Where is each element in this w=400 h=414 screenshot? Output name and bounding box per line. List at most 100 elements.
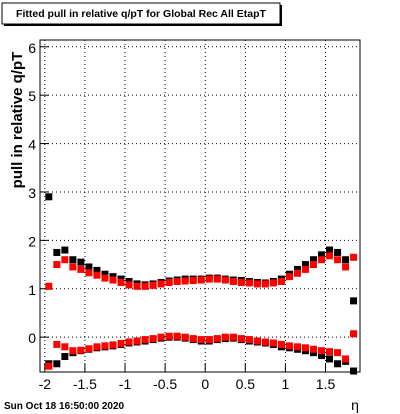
marker — [334, 248, 342, 256]
marker — [61, 246, 69, 254]
marker — [149, 335, 157, 343]
marker — [45, 282, 53, 290]
x-tick-label: -1 — [119, 376, 132, 392]
marker — [293, 269, 301, 277]
marker — [61, 343, 69, 351]
marker — [326, 355, 334, 363]
marker — [165, 278, 173, 286]
marker — [181, 277, 189, 285]
marker — [229, 277, 237, 285]
marker — [205, 275, 213, 283]
y-axis-label: pull in relative q/pT — [9, 52, 26, 189]
marker — [125, 338, 133, 346]
marker — [53, 248, 61, 256]
marker — [350, 330, 358, 338]
marker — [326, 252, 334, 260]
marker — [53, 340, 61, 348]
marker — [334, 256, 342, 264]
y-tick-label: 6 — [28, 40, 36, 56]
marker — [285, 273, 293, 281]
marker — [213, 335, 221, 343]
plot-frame — [39, 39, 361, 373]
marker — [318, 347, 326, 355]
marker — [293, 343, 301, 351]
marker — [350, 367, 358, 375]
marker — [253, 337, 261, 345]
marker — [326, 246, 334, 254]
x-tick-label: -0.5 — [153, 376, 177, 392]
marker — [301, 265, 309, 273]
marker — [101, 342, 109, 350]
marker — [77, 258, 85, 266]
marker — [197, 276, 205, 284]
marker — [269, 339, 277, 347]
marker — [189, 335, 197, 343]
marker — [237, 335, 245, 343]
marker — [85, 269, 93, 277]
marker — [93, 271, 101, 279]
marker — [117, 278, 125, 286]
marker — [117, 339, 125, 347]
marker — [85, 263, 93, 271]
marker — [77, 346, 85, 354]
marker — [350, 297, 358, 305]
marker — [261, 280, 269, 288]
marker — [109, 276, 117, 284]
x-tick-label: 0 — [201, 376, 209, 392]
marker — [61, 256, 69, 264]
marker — [173, 332, 181, 340]
marker — [213, 275, 221, 283]
marker — [197, 336, 205, 344]
marker — [165, 332, 173, 340]
marker — [309, 345, 317, 353]
y-tick-label: 2 — [28, 233, 36, 249]
marker — [53, 360, 61, 368]
marker — [61, 353, 69, 361]
marker — [309, 261, 317, 269]
marker — [141, 282, 149, 290]
x-tick-label: 1 — [282, 376, 290, 392]
marker — [342, 256, 350, 264]
title-box — [1, 2, 281, 25]
marker — [269, 279, 277, 287]
marker — [181, 333, 189, 341]
marker — [109, 341, 117, 349]
marker — [245, 279, 253, 287]
marker — [301, 261, 309, 269]
marker — [69, 347, 77, 355]
marker — [301, 344, 309, 352]
y-tick-label: 5 — [28, 88, 36, 104]
marker — [93, 343, 101, 351]
x-tick-label: -2 — [39, 376, 52, 392]
marker — [45, 193, 53, 201]
marker — [237, 278, 245, 286]
marker — [141, 336, 149, 344]
marker — [133, 337, 141, 345]
marker — [173, 277, 181, 285]
x-tick-label: 0.5 — [236, 376, 256, 392]
y-tick-label: 0 — [28, 330, 36, 346]
marker — [149, 281, 157, 289]
marker — [157, 333, 165, 341]
marker — [350, 253, 358, 261]
marker — [133, 282, 141, 290]
marker — [205, 336, 213, 344]
marker — [221, 276, 229, 284]
footer: Sun Oct 18 16:50:00 2020 — [4, 401, 125, 412]
marker — [253, 280, 261, 288]
marker — [221, 333, 229, 341]
marker — [334, 360, 342, 368]
marker — [85, 345, 93, 353]
marker — [334, 349, 342, 357]
marker — [318, 251, 326, 259]
x-axis-label: η — [351, 397, 359, 413]
marker — [189, 277, 197, 285]
y-tick-label: 4 — [28, 137, 36, 153]
marker — [69, 256, 77, 264]
marker — [318, 352, 326, 360]
y-tick-label: 1 — [28, 282, 36, 298]
marker — [326, 348, 334, 356]
marker — [245, 336, 253, 344]
